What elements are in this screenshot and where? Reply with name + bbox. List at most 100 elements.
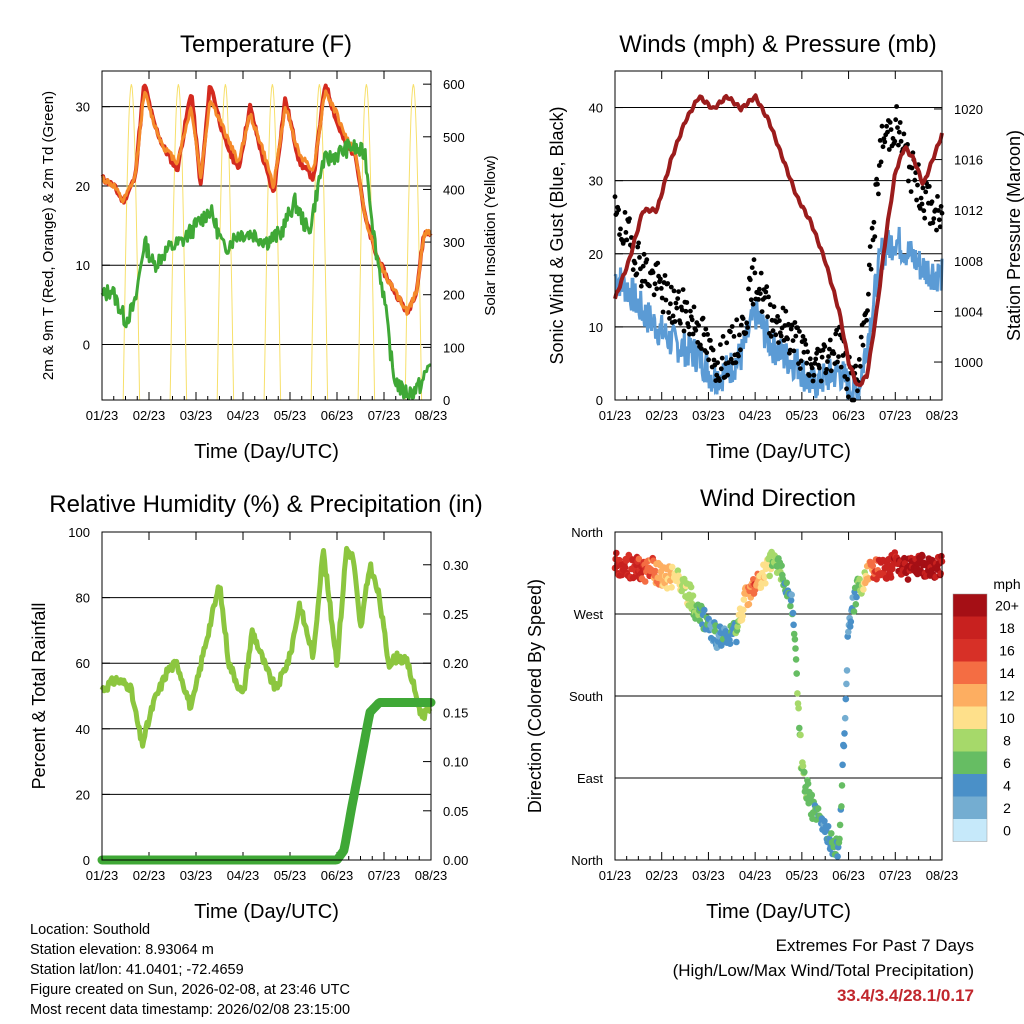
gust-point — [728, 329, 733, 335]
gust-point — [703, 326, 709, 332]
gust-point — [704, 350, 710, 356]
gust-point — [770, 328, 776, 334]
gust-point — [765, 314, 770, 320]
series-line-sonic-wind — [613, 226, 944, 401]
y2-tick-label: 0.25 — [443, 607, 468, 622]
gust-point — [931, 216, 937, 222]
gust-point — [791, 348, 797, 354]
x-tick-label: 07/23 — [879, 408, 912, 423]
gust-point — [882, 139, 888, 145]
gust-point — [801, 349, 807, 355]
gust-point — [717, 378, 722, 383]
gust-point — [678, 320, 683, 326]
gust-point — [875, 181, 880, 187]
gust-point — [624, 237, 630, 243]
gust-point — [937, 224, 943, 230]
chart-temp: Temperature (F) 01/23 02/23 03/23 04/23 05/23… — [40, 31, 499, 463]
gust-point — [895, 125, 900, 130]
x-tick-label: 01/23 — [86, 408, 119, 423]
direction-point — [791, 636, 799, 643]
gust-point — [838, 364, 844, 370]
gust-point — [786, 321, 791, 327]
gust-point — [923, 189, 929, 195]
gust-point — [864, 317, 869, 323]
extremes-title: Extremes For Past 7 Days — [775, 936, 974, 955]
direction-point — [668, 563, 676, 571]
gust-point — [809, 365, 815, 371]
gust-point — [688, 308, 693, 314]
x-tick-label: 07/23 — [879, 868, 912, 883]
gust-point — [877, 138, 883, 143]
gust-point — [767, 302, 773, 308]
gust-point — [817, 365, 822, 371]
direction-point — [795, 704, 802, 712]
colorbar-swatch — [953, 639, 987, 662]
direction-point — [726, 640, 734, 647]
gust-point — [879, 123, 885, 129]
gust-point — [689, 317, 695, 323]
y2-tick-label: 0.30 — [443, 558, 468, 573]
gust-point — [728, 356, 734, 362]
gust-point — [845, 376, 850, 382]
gust-point — [737, 332, 742, 338]
gust-point — [751, 257, 757, 263]
gust-point — [824, 367, 829, 372]
gust-point — [802, 337, 808, 343]
gust-point — [637, 255, 642, 260]
gust-point — [919, 201, 925, 207]
gust-point — [672, 319, 678, 324]
colorbar-label: 12 — [999, 687, 1015, 703]
gust-point — [738, 347, 743, 353]
gust-point — [790, 338, 796, 343]
x-tick-label: 03/23 — [692, 868, 725, 883]
gust-point — [752, 270, 758, 276]
colorbar-label: 18 — [999, 620, 1015, 636]
direction-point — [852, 601, 860, 608]
series-line-relative-humidity — [99, 545, 433, 749]
colorbar-label: 14 — [999, 665, 1015, 681]
gust-point — [893, 117, 899, 123]
gust-point — [874, 176, 879, 182]
gust-point — [665, 281, 671, 286]
gust-point — [792, 320, 798, 325]
direction-point — [838, 803, 845, 810]
recent-text: Most recent data timestamp: 2026/02/08 2… — [30, 1002, 351, 1018]
y2-tick-label: 1000 — [954, 355, 983, 370]
gust-point — [632, 260, 638, 266]
direction-point — [651, 567, 659, 575]
gust-point — [663, 297, 669, 303]
gust-point — [926, 184, 932, 189]
y2-tick-label: 400 — [443, 182, 465, 197]
gust-point — [641, 251, 647, 257]
y2-tick-label: 0.05 — [443, 804, 468, 819]
gust-point — [757, 291, 763, 296]
colorbar-label: 2 — [1003, 800, 1011, 816]
gust-point — [758, 270, 764, 276]
gust-point — [856, 357, 862, 362]
y-tick-label: 10 — [76, 258, 90, 273]
x-tick-label: 02/23 — [645, 868, 678, 883]
direction-point — [668, 584, 675, 591]
gust-point — [836, 354, 841, 359]
gust-point — [636, 240, 641, 246]
gust-point — [747, 277, 753, 283]
x-axis-label: Time (Day/UTC) — [706, 901, 851, 923]
gust-point — [718, 342, 723, 347]
gust-point — [668, 301, 673, 307]
gust-point — [690, 331, 696, 337]
gust-point — [698, 346, 704, 351]
gust-point — [825, 359, 830, 364]
x-tick-label: 04/23 — [739, 408, 772, 423]
gust-point — [811, 372, 817, 378]
gust-point — [777, 318, 782, 324]
x-tick-label: 07/23 — [368, 408, 401, 423]
gust-point — [813, 356, 819, 362]
gust-point — [820, 347, 826, 353]
gust-point — [668, 284, 674, 290]
gust-point — [640, 263, 646, 269]
chart-title: Winds (mph) & Pressure (mb) — [619, 31, 936, 58]
gust-point — [819, 354, 825, 360]
extremes-values: 33.4/3.4/28.1/0.17 — [836, 986, 974, 1005]
direction-point — [788, 591, 795, 599]
